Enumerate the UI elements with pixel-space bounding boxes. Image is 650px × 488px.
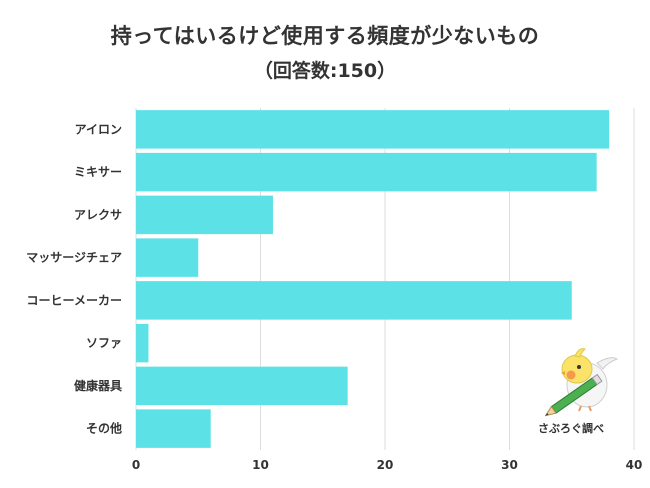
x-tick-label: 0	[132, 458, 140, 472]
bar	[136, 195, 273, 235]
chart-subtitle: （回答数:150）	[253, 60, 397, 82]
category-label: ミキサー	[74, 165, 122, 179]
x-tick-label: 10	[252, 458, 269, 472]
bar	[136, 238, 199, 277]
bar	[136, 409, 211, 448]
bar	[136, 110, 610, 149]
category-label: ソファ	[86, 336, 122, 350]
category-label: マッサージチェア	[26, 251, 122, 265]
bar	[136, 366, 348, 406]
bar	[136, 323, 149, 363]
bars	[136, 110, 610, 448]
bar	[136, 281, 572, 320]
bird-mascot-icon	[545, 348, 619, 417]
source-credit: さぶろぐ調べ	[538, 422, 604, 435]
category-label: 健康器具	[74, 378, 122, 393]
bar	[136, 152, 597, 192]
category-label: その他	[86, 421, 122, 436]
category-label: コーヒーメーカー	[26, 293, 122, 307]
x-tick-label: 20	[377, 458, 394, 472]
chart-title: 持ってはいるけど使用する頻度が少ないもの	[110, 24, 540, 48]
x-tick-label: 40	[626, 458, 643, 472]
x-tick-label: 30	[501, 458, 518, 472]
category-label: アイロン	[75, 122, 122, 136]
category-label: アレクサ	[74, 208, 122, 222]
x-axis-ticks: 0 10 20 30 40	[132, 458, 643, 472]
